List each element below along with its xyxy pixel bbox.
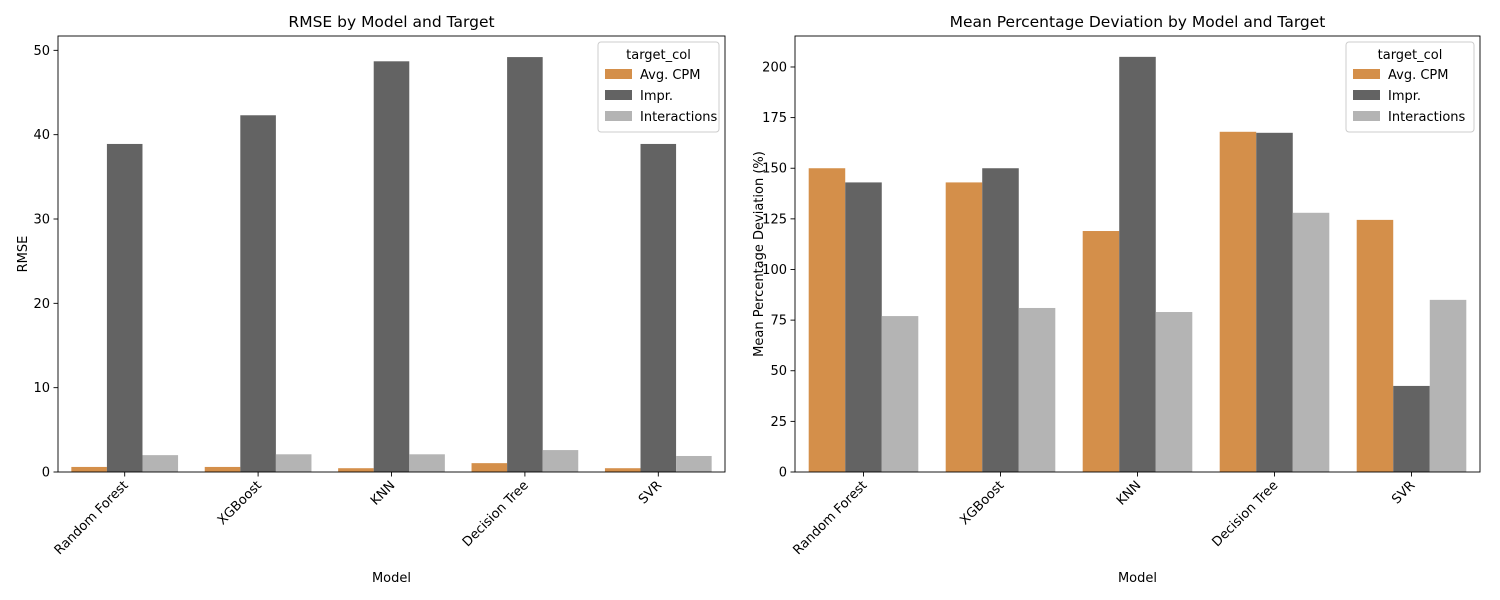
x-tick-label: XGBoost [215,478,265,528]
bar-impr-2 [240,115,276,473]
legend-label: Impr. [1388,89,1421,104]
bar-avg-cpm-1 [808,168,846,473]
bar-interactions-3 [409,454,445,472]
y-tick-label: 50 [770,364,787,379]
chart-title: RMSE by Model and Target [288,13,494,31]
bar-interactions-4 [1292,212,1330,473]
y-tick-label: 50 [33,44,50,59]
y-tick-label: 100 [762,263,787,278]
y-tick-label: 0 [42,466,50,481]
bar-interactions-3 [1155,312,1193,472]
x-tick-label: Random Forest [791,478,871,558]
legend-swatch [1353,111,1380,121]
bar-impr-2 [982,168,1019,473]
bar-avg-cpm-4 [471,463,508,472]
bar-impr-5 [640,143,677,472]
bar-interactions-5 [676,455,712,472]
legend: target_col Avg. CPM Impr. Interactions [597,41,720,133]
legend-swatch [1353,69,1380,79]
y-tick-label: 30 [33,213,50,228]
chart-panel-1: 0 10 20 30 40 50 Random Forest XGBoost KNN Decisi… [16,13,726,586]
y-tick-label: 125 [762,212,787,227]
bar-avg-cpm-5 [604,468,641,472]
bar-impr-5 [1393,385,1430,472]
bar-avg-cpm-3 [338,468,374,472]
x-tick-label: Random Forest [52,478,132,558]
x-tick-label: SVR [1389,478,1418,507]
bar-avg-cpm-2 [204,466,241,472]
x-axis-label: Model [372,571,411,586]
legend-label: Avg. CPM [1388,68,1448,83]
bar-impr-1 [845,182,882,472]
y-tick-label: 150 [762,162,787,177]
bar-interactions-2 [275,454,312,472]
legend-label: Interactions [1388,110,1466,125]
y-axis-label: RMSE [16,236,31,273]
legend-swatch [605,90,632,100]
bar-impr-4 [1256,132,1293,473]
y-tick-label: 75 [770,314,787,329]
x-axis-label: Model [1118,571,1157,586]
y-tick-label: 20 [33,297,50,312]
x-tick-label: Decision Tree [1210,478,1282,550]
x-tick-label: XGBoost [957,478,1007,528]
y-tick-label: 40 [33,128,50,143]
x-tick-label: KNN [368,478,398,508]
x-tick-label: KNN [1114,478,1144,508]
legend-title: target_col [1378,48,1443,63]
bar-avg-cpm-4 [1219,131,1257,473]
legend-label: Avg. CPM [640,68,700,83]
bar-impr-3 [373,61,410,473]
y-tick-label: 10 [33,381,50,396]
y-tick-label: 0 [779,466,787,481]
y-tick-label: 175 [762,111,787,126]
legend-label: Interactions [640,110,718,125]
bar-interactions-5 [1429,299,1467,472]
legend-label: Impr. [640,89,673,104]
bar-interactions-1 [881,316,919,472]
bar-avg-cpm-3 [1082,231,1120,472]
x-tick-label: SVR [636,478,665,507]
bar-impr-3 [1119,56,1156,473]
legend: target_col Avg. CPM Impr. Interactions [1345,41,1475,133]
y-tick-label: 200 [762,60,787,75]
legend-title: target_col [626,48,691,63]
chart-panel-2: 0 25 50 75 100 125 150 175 200 Random Forest XGBoo… [752,13,1481,586]
bar-interactions-4 [542,450,579,472]
bar-avg-cpm-5 [1356,219,1394,472]
legend-swatch [605,69,632,79]
bar-impr-4 [507,57,543,472]
y-axis-label: Mean Percentage Deviation (%) [752,151,767,357]
legend-box [597,41,720,133]
legend-swatch [605,111,632,121]
legend-box [1345,41,1475,133]
y-tick-label: 25 [770,415,787,430]
bar-impr-1 [106,143,143,472]
chart-title: Mean Percentage Deviation by Model and T… [950,13,1326,31]
bar-avg-cpm-2 [945,182,983,472]
bar-interactions-1 [142,455,179,472]
legend-swatch [1353,90,1380,100]
x-tick-label: Decision Tree [460,478,532,550]
bar-avg-cpm-1 [71,466,107,472]
bar-interactions-2 [1018,307,1056,472]
